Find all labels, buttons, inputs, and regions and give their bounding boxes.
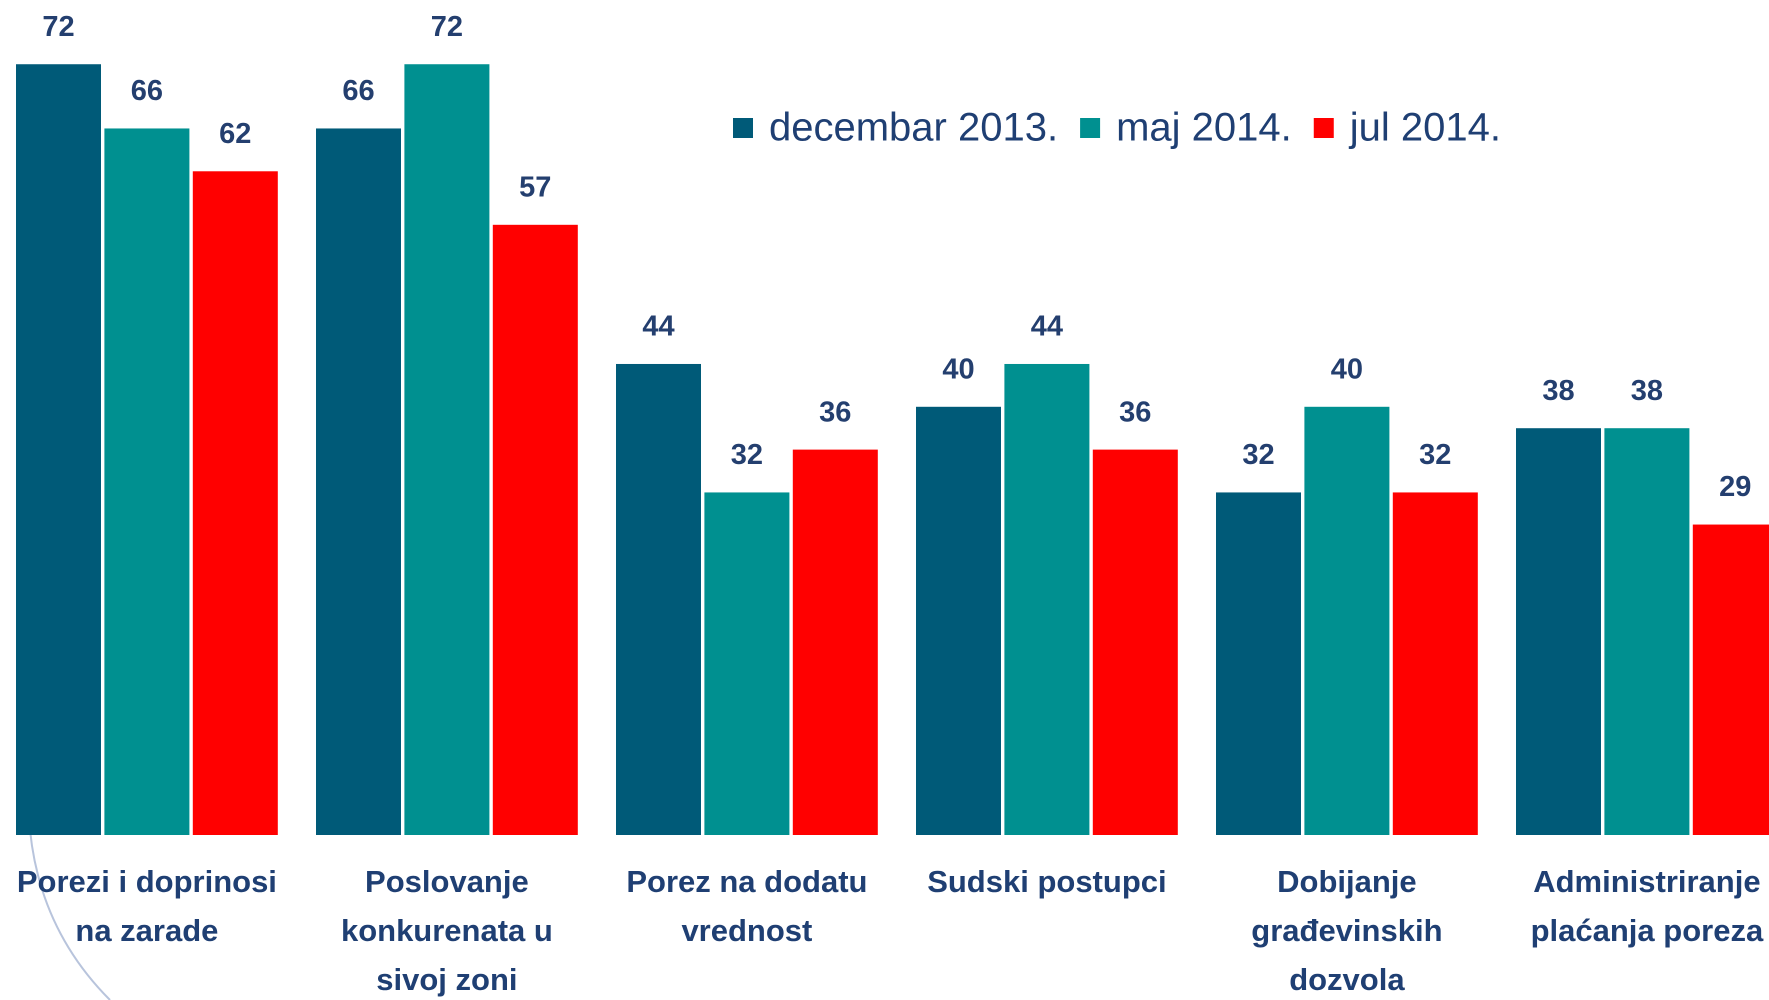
x-tick-label: Administriranje bbox=[1533, 864, 1760, 899]
bar bbox=[1516, 428, 1601, 835]
x-tick-label: sivoj zoni bbox=[376, 962, 517, 997]
bar bbox=[616, 363, 701, 835]
bar bbox=[16, 64, 101, 835]
x-tick-label: plaćanja poreza bbox=[1531, 913, 1764, 948]
data-label: 32 bbox=[731, 439, 763, 471]
data-label: 40 bbox=[942, 353, 974, 385]
bar bbox=[316, 128, 401, 835]
data-label: 38 bbox=[1542, 375, 1574, 407]
bar bbox=[104, 128, 190, 835]
data-label: 72 bbox=[431, 11, 463, 43]
x-tick-label: Porezi i doprinosi bbox=[17, 864, 277, 899]
legend-swatch bbox=[1313, 118, 1334, 138]
bar bbox=[792, 449, 878, 835]
bar bbox=[1392, 492, 1478, 835]
x-tick-label: konkurenata u bbox=[341, 913, 553, 948]
data-label: 36 bbox=[819, 396, 851, 428]
bar bbox=[192, 171, 278, 836]
x-tick-label: Sudski postupci bbox=[927, 864, 1166, 899]
bar bbox=[1604, 428, 1690, 835]
x-tick-label: dozvola bbox=[1289, 962, 1405, 997]
data-label: 44 bbox=[1031, 311, 1063, 343]
legend-label: jul 2014. bbox=[1349, 106, 1501, 150]
legend-swatch bbox=[733, 118, 753, 138]
data-label: 29 bbox=[1719, 471, 1751, 503]
x-tick-label: Poslovanje bbox=[365, 864, 529, 899]
data-label: 32 bbox=[1419, 439, 1451, 471]
decoration bbox=[29, 829, 111, 1000]
bar bbox=[1092, 449, 1178, 835]
legend-label: decembar 2013. bbox=[769, 106, 1058, 150]
bar bbox=[1692, 524, 1769, 835]
bar bbox=[704, 492, 790, 835]
data-label: 62 bbox=[219, 118, 251, 150]
legend: decembar 2013. maj 2014. jul 2014. bbox=[733, 106, 1501, 150]
bar bbox=[916, 406, 1001, 835]
x-tick-label: na zarade bbox=[75, 913, 218, 948]
bar bbox=[492, 224, 578, 836]
data-label: 72 bbox=[42, 11, 74, 43]
data-label: 36 bbox=[1119, 396, 1151, 428]
bar bbox=[404, 64, 490, 835]
x-tick-label: građevinskih bbox=[1251, 913, 1442, 948]
data-label: 66 bbox=[131, 75, 163, 107]
data-label: 57 bbox=[519, 171, 551, 203]
bar bbox=[1216, 492, 1301, 835]
legend-label: maj 2014. bbox=[1116, 106, 1292, 150]
bar bbox=[1304, 406, 1390, 835]
data-label: 44 bbox=[642, 311, 674, 343]
data-label: 40 bbox=[1331, 353, 1363, 385]
x-tick-label: Porez na dodatu bbox=[626, 864, 867, 899]
data-label: 32 bbox=[1242, 439, 1274, 471]
x-tick-label: vrednost bbox=[681, 913, 812, 948]
legend-swatch bbox=[1080, 118, 1101, 138]
x-tick-label: Dobijanje bbox=[1277, 864, 1417, 899]
bar bbox=[1004, 363, 1090, 835]
data-label: 66 bbox=[342, 75, 374, 107]
data-label: 38 bbox=[1631, 375, 1663, 407]
